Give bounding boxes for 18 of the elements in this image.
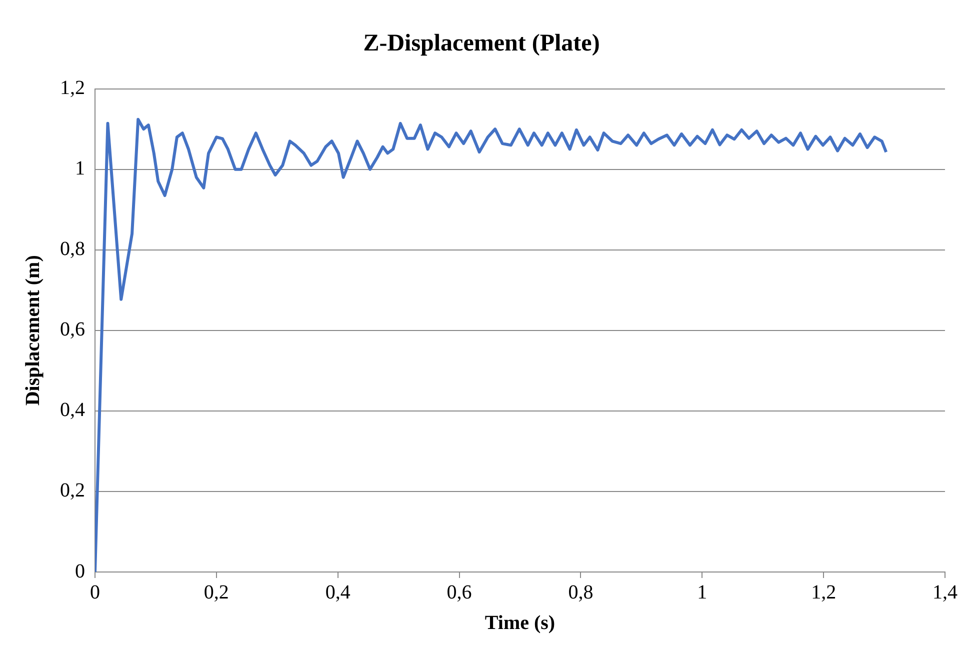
- y-tick-label: 1,2: [60, 77, 85, 100]
- x-axis-title: Time (s): [484, 612, 556, 634]
- x-tick-label: 0,6: [446, 581, 472, 604]
- x-tick-label: 0,2: [204, 581, 229, 604]
- y-tick-label: 1: [75, 158, 85, 180]
- chart-title: Z-Displacement (Plate): [363, 30, 600, 57]
- y-axis-title: Displacement (m): [22, 255, 44, 406]
- y-tick-label: 0,8: [60, 238, 85, 260]
- y-tick-label: 0,6: [60, 318, 85, 341]
- x-tick-label: 0: [90, 581, 100, 604]
- x-tick-label: 0,4: [325, 581, 350, 604]
- x-tick-label: 1: [697, 581, 708, 604]
- x-tick-label: 1,2: [811, 581, 836, 604]
- y-tick-label: 0,4: [60, 399, 85, 422]
- y-tick-label: 0: [75, 560, 85, 582]
- y-tick-label: 0,2: [60, 480, 85, 502]
- x-tick-label: 0,8: [568, 581, 594, 604]
- x-tick-label: 1,4: [932, 581, 958, 604]
